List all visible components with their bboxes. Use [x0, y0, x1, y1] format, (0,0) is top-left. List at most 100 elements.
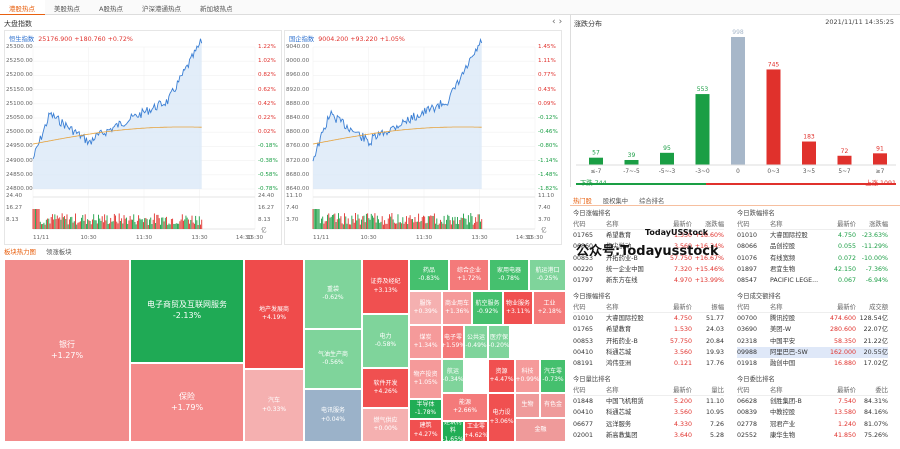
sector-cell[interactable]: 资源 +4.47%	[488, 359, 515, 393]
table-row[interactable]: 06628 创胜集团-B 7.540 84.31%	[737, 396, 888, 407]
chevron-right-icon[interactable]: ›	[558, 17, 566, 27]
column-header[interactable]: 成交额	[869, 304, 888, 311]
tab-concentration[interactable]: 股权集中	[602, 198, 629, 205]
sector-cell[interactable]: 银行 +1.27%	[4, 259, 130, 442]
sector-cell[interactable]: 电讯服务 +0.04%	[304, 389, 362, 442]
table-row[interactable]: 08547 PACIFIC LEGE... 0.067 -6.94%	[737, 275, 888, 286]
table-row[interactable]: 01848 中国飞机租赁 5.200 11.10	[573, 396, 724, 407]
table-row[interactable]: 03690 美团-W 280.600 22.07亿	[737, 324, 888, 335]
table-row[interactable]: 06677 远洋服务 4.330 7.26	[573, 419, 724, 430]
table-row[interactable]: 00410 科通芯城 3.560 19.93	[573, 347, 724, 358]
column-header[interactable]: 最新价	[837, 221, 856, 228]
sector-cell[interactable]: 保险 +1.79%	[130, 363, 244, 442]
column-header[interactable]: 代码	[737, 387, 750, 394]
table-row[interactable]: 00700 腾讯控股 474.600 128.54亿	[737, 313, 888, 324]
column-header[interactable]: 委比	[875, 387, 888, 394]
sector-cell[interactable]: 药品 -0.83%	[409, 259, 449, 291]
table-row[interactable]: 00853 开拓药业-B 57.750 20.84	[573, 336, 724, 347]
sector-cell[interactable]: 家用电器 -0.78%	[489, 259, 529, 291]
sector-cell[interactable]: 地产发展商 +4.19%	[244, 259, 304, 369]
sector-cell[interactable]: 煤炭 +1.34%	[409, 325, 442, 359]
column-header[interactable]: 名称	[606, 221, 619, 228]
distribution-bar[interactable]	[766, 69, 781, 165]
tab-hot-stocks[interactable]: 热门股	[573, 198, 592, 205]
table-row[interactable]: 01918 融创中国 16.880 17.02亿	[737, 358, 888, 369]
table-row[interactable]: 02778 冠君产业 1.240 81.07%	[737, 419, 888, 430]
column-header[interactable]: 代码	[573, 304, 586, 311]
distribution-bar[interactable]	[873, 153, 887, 165]
column-header[interactable]: 名称	[606, 387, 619, 394]
column-header[interactable]: 最新价	[837, 304, 856, 311]
table-row[interactable]: 02001 新高教集团 3.640 5.28	[573, 430, 724, 441]
sector-cell[interactable]: 物业服务 +3.11%	[503, 291, 533, 325]
sector-cell[interactable]: 电力 -0.58%	[362, 314, 409, 368]
sector-cell[interactable]: 航空服务 -0.92%	[472, 291, 503, 325]
distribution-bar[interactable]	[695, 94, 710, 165]
sector-cell[interactable]: 燃气供应 +0.00%	[362, 408, 409, 442]
hsce-chart[interactable]: 国企指数 9004.200 +93.220 +1.05% 9040.00 9000…	[284, 30, 562, 245]
hsi-chart[interactable]: 恒生指数 25176.900 +180.760 +0.72% 25300.00 2…	[4, 30, 282, 245]
sector-cell[interactable]: 生物	[515, 393, 540, 418]
tab-hk[interactable]: 港股热点	[0, 0, 45, 15]
sector-cell[interactable]: 金融	[515, 418, 566, 442]
table-row[interactable]: 01010 大睿国际控股 4.750 -23.63%	[737, 230, 888, 241]
sector-cell[interactable]: 汽车 +0.33%	[244, 369, 304, 442]
column-header[interactable]: 代码	[573, 387, 586, 394]
sector-cell[interactable]: 航运港口 -0.25%	[529, 259, 566, 291]
sector-cell[interactable]: 工业零 +4.62%	[464, 421, 488, 442]
column-header[interactable]: 代码	[737, 304, 750, 311]
column-header[interactable]: 最新价	[673, 304, 692, 311]
tab-us[interactable]: 美股热点	[54, 5, 80, 13]
distribution-bar[interactable]	[837, 155, 852, 165]
tab-leading-sectors[interactable]: 领涨板块	[45, 248, 72, 256]
sector-cell[interactable]: 综合企业 +1.72%	[449, 259, 489, 291]
column-header[interactable]: 名称	[770, 387, 783, 394]
column-header[interactable]: 振幅	[711, 304, 724, 311]
table-row[interactable]: 01010 大睿国际控股 4.750 51.77	[573, 313, 724, 324]
distribution-bar[interactable]	[802, 141, 816, 165]
sector-cell[interactable]: 科技 +0.99%	[515, 359, 540, 393]
table-row[interactable]: 09988 阿里巴巴-SW 162.000 20.55亿	[737, 346, 888, 358]
table-row[interactable]: 01076 有线宽频 0.072 -10.00%	[737, 253, 888, 264]
column-header[interactable]: 最新价	[837, 387, 856, 394]
table-row[interactable]: 01797 新东方在线 4.970 +13.99%	[573, 275, 724, 286]
column-header[interactable]: 代码	[573, 221, 586, 228]
sector-cell[interactable]: 工业 +2.18%	[533, 291, 566, 325]
sector-cell[interactable]: 航运 -0.34%	[442, 359, 464, 393]
sector-cell[interactable]: 气油生产商 -0.56%	[304, 329, 362, 389]
sector-cell[interactable]: 公共运 -0.49%	[464, 325, 488, 359]
column-header[interactable]: 最新价	[673, 221, 692, 228]
sector-cell[interactable]: 证券及经纪 +3.13%	[362, 259, 409, 314]
table-row[interactable]: 01765 希望教育 1.530 +18.60%	[573, 230, 724, 241]
sector-cell[interactable]: 商业用车 +1.36%	[442, 291, 472, 325]
sector-cell[interactable]: 建筑材料 -1.65%	[442, 421, 464, 442]
sector-cell[interactable]: 软件开发 +4.26%	[362, 368, 409, 408]
column-header[interactable]: 名称	[770, 221, 783, 228]
distribution-bar[interactable]	[589, 157, 603, 165]
sector-cell[interactable]: 电子零 +1.59%	[442, 325, 464, 359]
table-row[interactable]: 08066 品创控股 0.055 -11.29%	[737, 241, 888, 252]
sector-cell[interactable]: 电力设 +3.06%	[488, 393, 515, 442]
sector-cell[interactable]: 能源 +2.66%	[442, 393, 488, 421]
distribution-bar[interactable]	[660, 152, 674, 165]
column-header[interactable]: 涨跌幅	[869, 221, 888, 228]
table-row[interactable]: 08191 鸿伟亚洲 0.121 17.76	[573, 358, 724, 369]
distribution-bar[interactable]	[624, 159, 639, 165]
tab-ranking[interactable]: 综合排名	[639, 198, 665, 205]
chevron-left-icon[interactable]: ‹	[552, 17, 559, 27]
sector-cell[interactable]: 汽车零 -0.73%	[540, 359, 566, 393]
sector-cell[interactable]: 服饰 +0.39%	[409, 291, 442, 325]
column-header[interactable]: 涨跌幅	[705, 221, 724, 228]
table-row[interactable]: 00853 开拓药业-B 57.750 +16.67%	[573, 253, 724, 264]
column-header[interactable]: 代码	[737, 221, 750, 228]
column-header[interactable]: 最新价	[673, 387, 692, 394]
tab-heatmap[interactable]: 板块热力图	[4, 248, 36, 256]
tab-sg[interactable]: 新加坡热点	[199, 5, 233, 13]
table-row[interactable]: 00220 统一企业中国 7.320 +15.46%	[573, 264, 724, 275]
distribution-bar[interactable]	[731, 37, 745, 165]
sector-cell[interactable]: 有色金	[540, 393, 566, 418]
table-row[interactable]: 02552 康华生物 41.850 75.26%	[737, 430, 888, 441]
tab-a[interactable]: A股热点	[99, 5, 123, 13]
tab-connect[interactable]: 沪深港通热点	[141, 5, 181, 13]
sector-cell[interactable]: 重袋 -0.62%	[304, 259, 362, 329]
